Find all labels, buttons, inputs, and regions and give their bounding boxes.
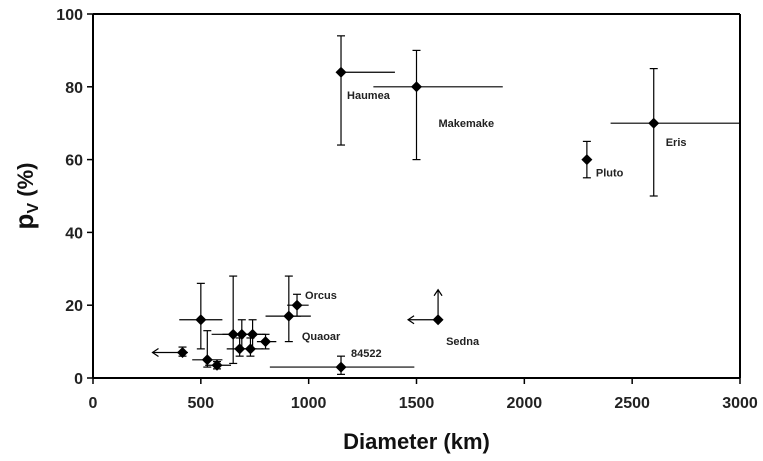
x-tick-label: 1500 xyxy=(399,395,435,412)
x-tick-label: 3000 xyxy=(722,395,758,412)
data-point xyxy=(335,66,347,78)
data-points xyxy=(177,66,660,373)
point-label: Quaoar xyxy=(302,331,341,343)
data-point xyxy=(227,328,239,340)
x-axis-ticks: 0 500 1000 1500 2000 2500 3000 xyxy=(89,378,758,412)
y-axis-title-main: p xyxy=(9,214,39,230)
data-point xyxy=(234,343,246,355)
point-label: Pluto xyxy=(596,168,624,180)
data-point xyxy=(244,343,256,355)
x-tick-label: 1000 xyxy=(291,395,327,412)
point-label: 84522 xyxy=(351,348,382,360)
data-point xyxy=(291,299,303,311)
data-point xyxy=(211,359,223,371)
data-point xyxy=(283,310,295,322)
y-tick-label: 0 xyxy=(74,371,83,388)
y-axis-title-suffix: (%) xyxy=(13,163,38,203)
data-point xyxy=(432,314,444,326)
x-tick-label: 2000 xyxy=(507,395,543,412)
x-tick-label: 2500 xyxy=(614,395,650,412)
y-tick-label: 100 xyxy=(56,7,83,24)
data-point xyxy=(260,336,272,348)
y-axis-title-subscript: V xyxy=(25,203,42,214)
y-tick-label: 40 xyxy=(65,225,83,242)
y-tick-label: 80 xyxy=(65,80,83,97)
limit-arrow-up-head xyxy=(433,288,443,297)
y-tick-label: 20 xyxy=(65,298,83,315)
limit-arrow-left-head xyxy=(151,348,159,358)
data-point xyxy=(201,354,213,366)
data-point xyxy=(411,81,422,93)
limit-arrow-left-head xyxy=(406,315,415,325)
data-point xyxy=(335,361,347,373)
point-label: Makemake xyxy=(439,118,495,130)
data-point xyxy=(581,154,593,166)
data-point xyxy=(236,328,248,340)
error-bars xyxy=(151,35,740,375)
data-point xyxy=(648,117,660,129)
point-label: Eris xyxy=(666,137,687,149)
y-axis-title: pV (%) xyxy=(9,163,42,230)
data-point xyxy=(247,328,259,340)
x-tick-label: 0 xyxy=(89,395,98,412)
point-label: Sedna xyxy=(446,336,480,348)
point-labels: Haumea Makemake Eris Pluto Orcus Quaoar Sedna 8… xyxy=(302,90,687,360)
data-point xyxy=(195,314,207,326)
x-tick-label: 500 xyxy=(187,395,214,412)
data-point xyxy=(177,347,189,359)
point-label: Haumea xyxy=(347,90,391,102)
x-axis-title: Diameter (km) xyxy=(343,429,490,454)
point-label: Orcus xyxy=(305,290,337,302)
y-tick-label: 60 xyxy=(65,153,83,170)
y-axis-ticks: 0 20 40 60 80 100 xyxy=(56,7,93,388)
